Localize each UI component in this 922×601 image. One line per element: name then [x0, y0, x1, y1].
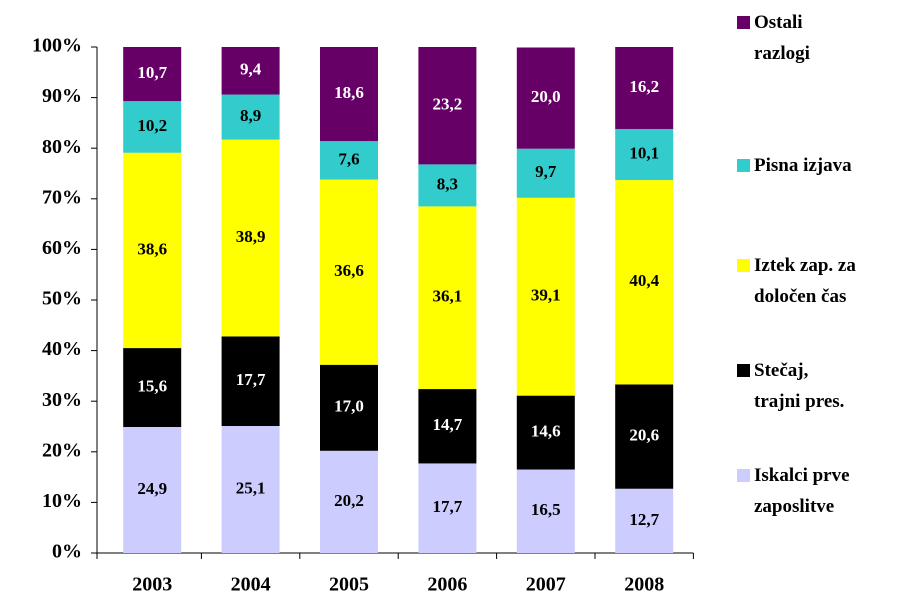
data-label: 23,2 [433, 95, 463, 114]
data-label: 39,1 [531, 286, 561, 305]
legend-item: Iztek zap. za določen čas [737, 250, 856, 312]
data-label: 36,6 [334, 261, 364, 280]
bar-segment [418, 164, 477, 207]
data-label: 10,1 [629, 143, 659, 162]
data-label: 38,6 [137, 239, 167, 258]
data-label: 20,2 [334, 491, 364, 510]
legend-item: Pisna izjava [737, 150, 852, 181]
x-tick-label: 2004 [231, 574, 271, 596]
data-label: 17,7 [433, 497, 463, 516]
bar-segment [516, 469, 575, 553]
bar-segment [221, 47, 280, 95]
data-label: 10,7 [137, 63, 167, 82]
bar-segment [615, 128, 674, 181]
bar-segment [221, 94, 280, 140]
legend-item: Iskalci prve zaposlitve [737, 460, 850, 522]
bar-segment [615, 384, 674, 489]
legend-swatch [737, 259, 750, 272]
data-label: 24,9 [137, 479, 167, 498]
legend-swatch [737, 364, 750, 377]
data-label: 9,4 [240, 60, 262, 79]
bar-segment [320, 141, 378, 180]
data-label: 8,3 [437, 174, 458, 193]
bar-segment [418, 47, 477, 165]
bar-segment [418, 463, 477, 553]
y-tick-label: 50% [42, 288, 82, 310]
bar-segment [320, 179, 378, 365]
legend-label: Iskalci prve zaposlitve [754, 465, 850, 517]
data-label: 15,6 [137, 376, 167, 395]
y-tick-label: 0% [52, 541, 82, 563]
bar-segment [123, 47, 182, 102]
data-label: 12,7 [629, 510, 659, 529]
bar-segment [615, 47, 674, 129]
x-tick-label: 2005 [329, 574, 369, 596]
y-tick-label: 20% [42, 439, 82, 461]
bar-segment [516, 148, 575, 198]
bar-segment [221, 336, 280, 426]
y-tick-label: 40% [42, 338, 82, 360]
bar-segment [516, 197, 575, 396]
bar-segment [123, 427, 182, 553]
x-tick-label: 2003 [132, 574, 172, 596]
bar-segment [516, 47, 575, 149]
legend-item: Stečaj, trajni pres. [737, 355, 844, 417]
legend-swatch [737, 469, 750, 482]
y-tick-label: 100% [32, 35, 82, 57]
y-tick-label: 10% [42, 490, 82, 512]
data-label: 9,7 [535, 162, 557, 181]
data-label: 38,9 [236, 227, 266, 246]
bar-segment [221, 139, 280, 337]
data-label: 8,9 [240, 106, 261, 125]
bar-segment [320, 47, 378, 142]
y-tick-label: 70% [42, 186, 82, 208]
bar-segment [221, 425, 280, 553]
bar-segment [123, 348, 182, 428]
data-label: 17,0 [334, 397, 364, 416]
data-label: 14,7 [433, 415, 463, 434]
data-label: 16,5 [531, 500, 561, 519]
data-label: 18,6 [334, 83, 364, 102]
legend-label: Iztek zap. za določen čas [754, 255, 856, 307]
bar-segment [615, 180, 674, 385]
x-tick-label: 2006 [427, 574, 467, 596]
data-label: 20,0 [531, 87, 561, 106]
x-tick-label: 2007 [526, 574, 566, 596]
bar-segment [418, 206, 477, 390]
bar-segment [320, 450, 378, 553]
data-label: 36,1 [433, 287, 463, 306]
data-label: 16,2 [629, 77, 659, 96]
legend-swatch [737, 159, 750, 172]
bar-segment [320, 364, 378, 451]
data-label: 14,6 [531, 421, 561, 440]
data-label: 17,7 [236, 370, 266, 389]
y-tick-label: 80% [42, 136, 82, 158]
bar-segment [123, 101, 182, 153]
data-label: 7,6 [338, 149, 359, 168]
y-tick-label: 90% [42, 85, 82, 107]
data-label: 10,2 [137, 116, 167, 135]
data-label: 25,1 [236, 478, 266, 497]
legend-item: Ostali razlogi [737, 7, 810, 69]
legend-label: Ostali razlogi [754, 12, 810, 64]
x-tick-label: 2008 [624, 574, 664, 596]
bar-segment [615, 488, 674, 553]
legend-swatch [737, 16, 750, 29]
y-tick-label: 30% [42, 389, 82, 411]
bar-segment [516, 395, 575, 470]
legend-label: Stečaj, trajni pres. [754, 360, 845, 412]
bar-segment [418, 389, 477, 464]
data-label: 20,6 [629, 426, 659, 445]
bar-segment [123, 152, 182, 349]
data-label: 40,4 [629, 271, 659, 290]
y-tick-label: 60% [42, 237, 82, 259]
legend-label: Pisna izjava [754, 155, 852, 176]
